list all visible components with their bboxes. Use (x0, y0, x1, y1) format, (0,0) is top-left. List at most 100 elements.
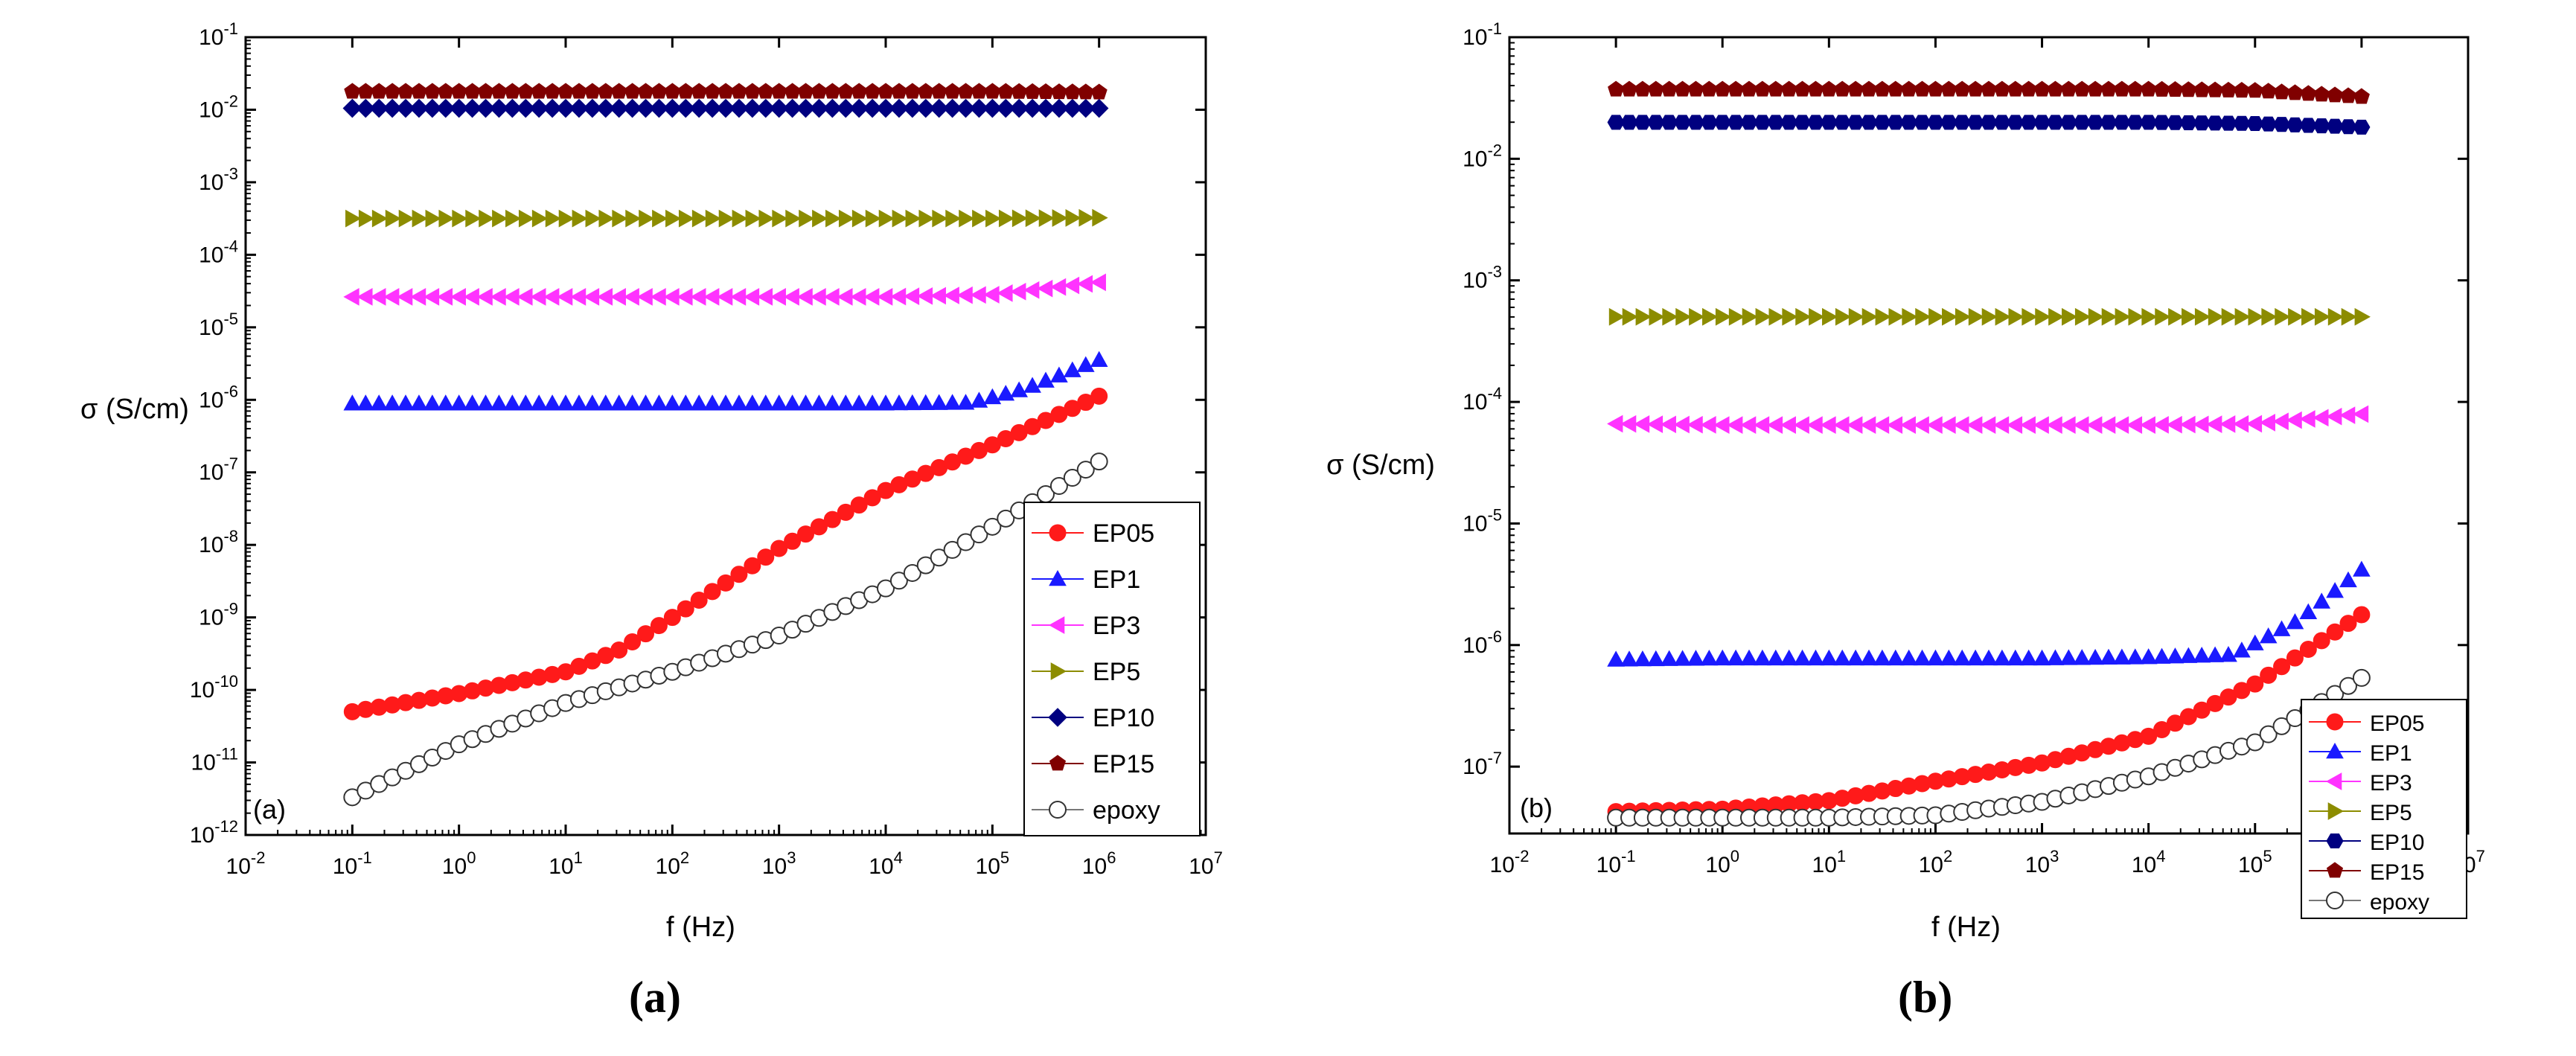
data-point-ep5 (691, 209, 709, 228)
data-point-ep5 (959, 209, 975, 228)
data-point-ep10 (1063, 98, 1082, 118)
data-point-ep10 (1833, 115, 1851, 130)
data-point-ep3 (423, 288, 440, 306)
data-point-ep15 (1914, 80, 1931, 97)
data-point-ep15 (1887, 80, 1904, 97)
data-point-ep3 (2246, 415, 2263, 433)
data-point-ep3 (1820, 416, 1836, 434)
data-point-ep15 (797, 83, 814, 99)
data-point-ep3 (2046, 416, 2062, 434)
data-point-ep05 (850, 496, 868, 514)
data-point-ep05 (757, 548, 775, 566)
data-point-ep5 (479, 209, 495, 228)
series-ep5 (345, 208, 1108, 228)
data-point-ep10 (836, 98, 856, 118)
data-point-ep10 (462, 98, 482, 118)
data-point-ep3 (970, 286, 986, 304)
data-point-ep5 (2115, 307, 2131, 326)
data-point-ep10 (2313, 118, 2330, 134)
data-point-ep1 (2193, 647, 2211, 663)
data-point-ep15 (1608, 80, 1625, 97)
data-point-ep1 (383, 394, 401, 411)
data-point-ep10 (2219, 115, 2237, 131)
data-point-ep5 (892, 209, 908, 228)
data-point-ep5 (1065, 209, 1081, 227)
data-point-ep5 (905, 209, 921, 228)
data-point-ep3 (1806, 416, 1823, 434)
data-point-ep5 (1795, 307, 1812, 326)
data-point-ep1 (890, 394, 908, 411)
data-point-epoxy (930, 548, 948, 567)
data-point-ep5 (1092, 208, 1108, 227)
data-point-ep5 (851, 209, 869, 228)
data-point-ep5 (1742, 307, 1759, 326)
data-point-ep05 (2326, 623, 2344, 641)
data-point-ep05 (2286, 649, 2304, 667)
data-point-ep3 (556, 288, 573, 306)
data-point-epoxy (983, 517, 1002, 536)
data-point-ep15 (744, 83, 761, 99)
data-point-ep1 (1050, 366, 1068, 383)
data-point-ep10 (1089, 98, 1109, 118)
series-ep10 (342, 98, 1109, 118)
y-axis-title-b: σ (S/cm) (1326, 449, 1435, 481)
series-epoxy (1607, 668, 2371, 827)
data-point-ep5 (1702, 307, 1719, 326)
data-point-ep5 (2314, 307, 2331, 326)
data-point-ep05 (690, 591, 708, 609)
data-point-ep10 (2326, 118, 2344, 134)
data-point-ep15 (1728, 80, 1745, 97)
legend-marker-ep15 (1049, 755, 1067, 771)
y-axis-title-a: σ (S/cm) (80, 394, 189, 425)
data-point-ep10 (2206, 115, 2224, 131)
data-point-ep10 (2339, 119, 2357, 135)
data-point-ep5 (1848, 307, 1865, 326)
data-point-ep10 (2126, 115, 2144, 130)
data-point-ep10 (449, 98, 469, 118)
data-point-ep3 (2352, 405, 2369, 423)
data-point-ep10 (636, 98, 656, 118)
data-point-ep3 (2272, 412, 2289, 431)
data-point-ep05 (797, 525, 814, 543)
data-point-ep3 (1023, 281, 1040, 299)
data-point-ep15 (1050, 83, 1067, 100)
data-point-ep3 (1687, 415, 1703, 434)
data-point-ep10 (689, 98, 709, 118)
data-point-ep15 (2327, 86, 2344, 103)
data-point-ep1 (837, 394, 855, 411)
data-point-ep1 (450, 394, 468, 411)
data-point-ep3 (636, 288, 653, 306)
data-point-ep15 (651, 83, 668, 99)
data-point-ep15 (971, 83, 988, 99)
series-ep5 (1608, 307, 2371, 326)
data-point-ep10 (969, 98, 989, 118)
data-point-ep5 (2261, 307, 2278, 326)
data-point-ep10 (676, 98, 696, 118)
data-point-ep10 (2140, 115, 2158, 130)
data-point-ep3 (503, 288, 520, 306)
data-point-ep05 (2273, 658, 2291, 676)
data-point-ep10 (2166, 115, 2185, 130)
data-point-ep3 (1049, 278, 1067, 296)
data-point-ep1 (410, 394, 428, 411)
data-point-ep10 (489, 98, 509, 118)
data-point-ep10 (769, 98, 789, 118)
data-point-ep15 (1674, 80, 1691, 97)
data-point-ep10 (1009, 98, 1029, 118)
data-point-ep10 (809, 98, 829, 118)
data-point-ep15 (677, 83, 694, 99)
data-point-ep1 (436, 394, 455, 411)
data-point-ep1 (2033, 649, 2051, 666)
data-point-ep3 (1847, 416, 1863, 434)
data-point-ep10 (622, 98, 642, 118)
data-point-ep15 (597, 83, 614, 99)
data-point-ep3 (1036, 279, 1053, 298)
data-point-ep10 (2059, 115, 2077, 130)
data-point-ep1 (863, 394, 881, 411)
data-point-ep10 (2272, 117, 2291, 132)
data-point-ep3 (1010, 282, 1026, 301)
data-point-ep15 (544, 83, 561, 99)
data-point-ep15 (2300, 85, 2317, 101)
data-point-ep15 (1037, 83, 1055, 99)
data-point-ep10 (743, 98, 762, 118)
